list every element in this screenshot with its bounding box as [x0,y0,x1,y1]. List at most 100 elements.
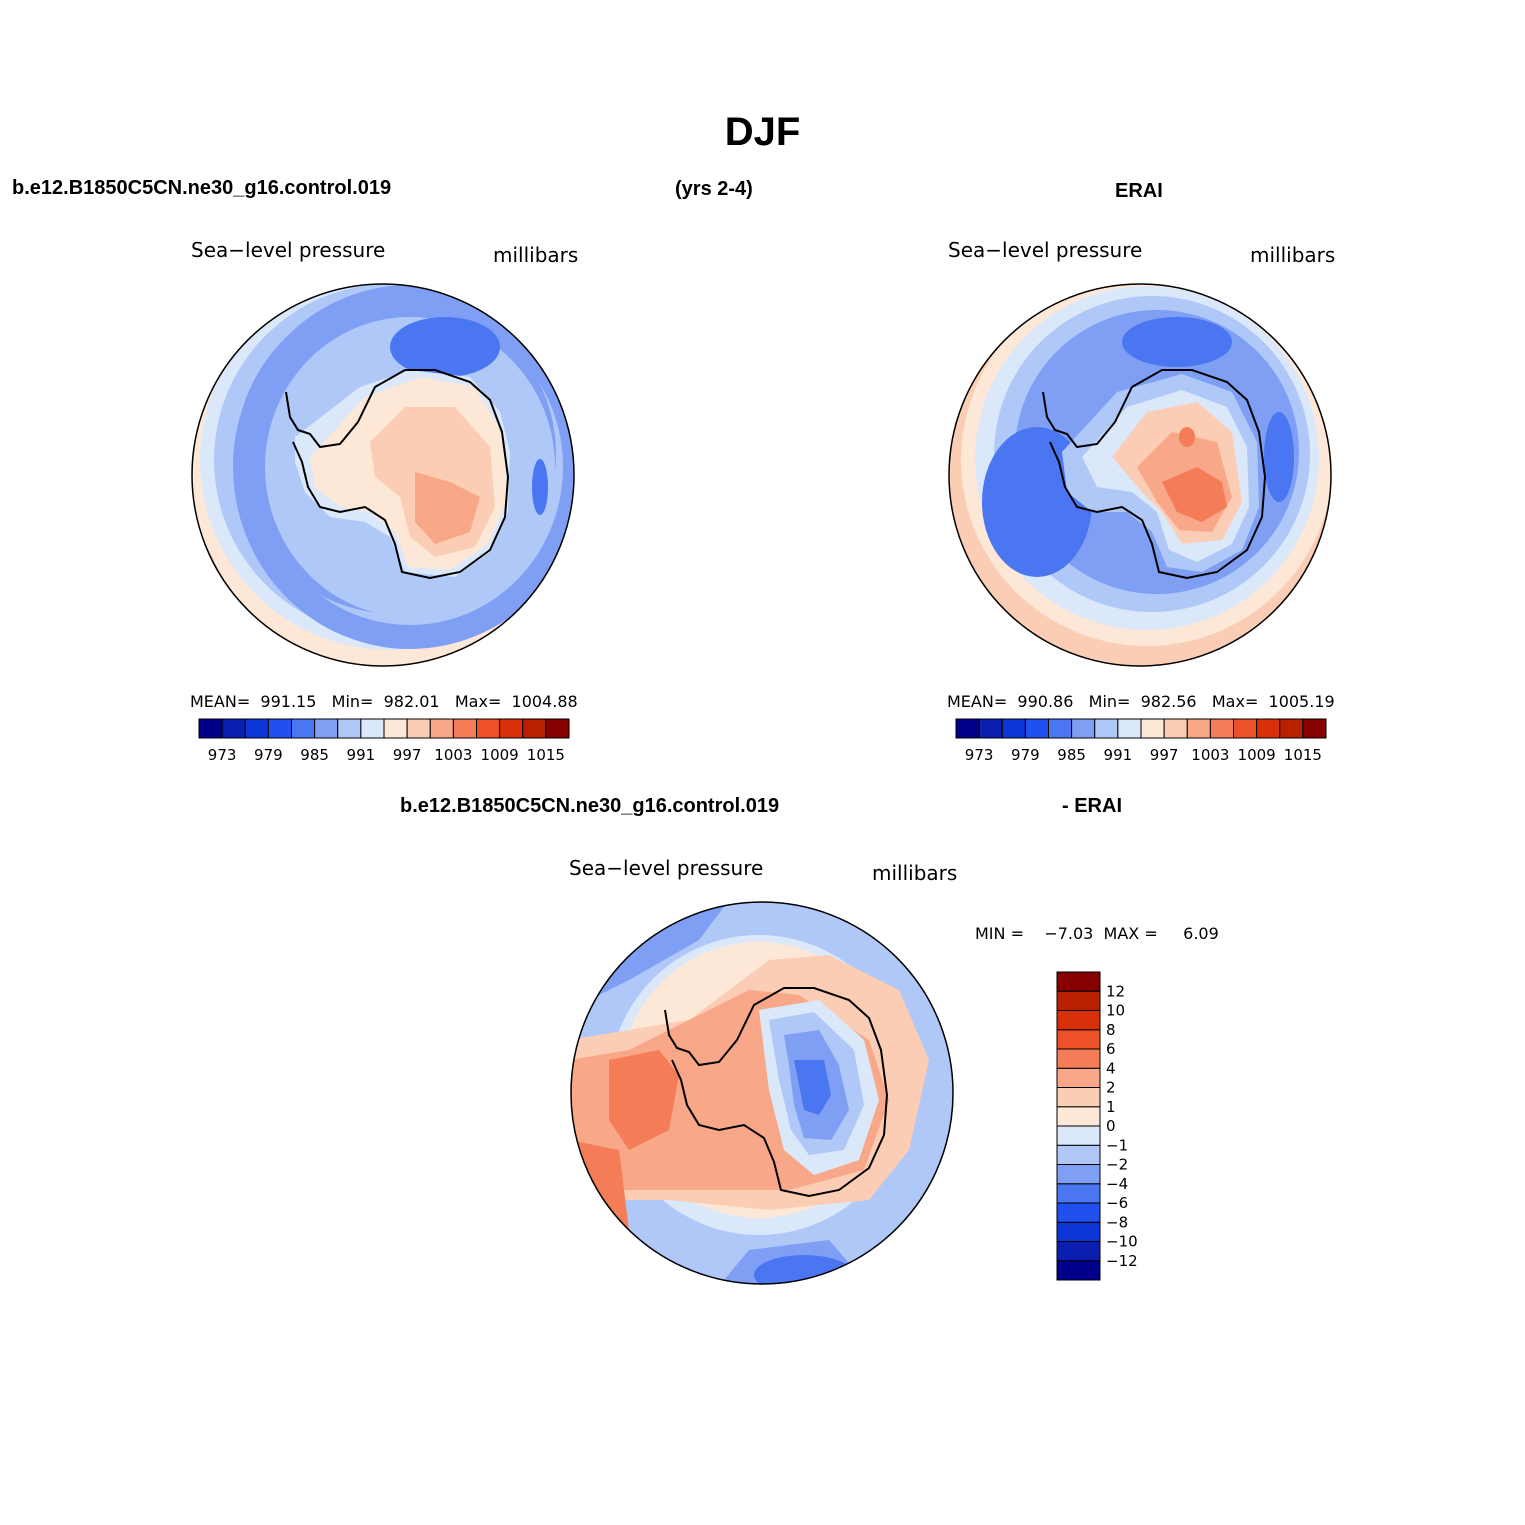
model-units-label: millibars [493,243,579,267]
diff-polar-map [570,901,954,1285]
obs-colorbar-swatch [1048,718,1073,739]
diff-colorbar-swatch [1056,1241,1101,1262]
obs-colorbar-swatch [1094,718,1119,739]
model-polar-map [191,283,575,667]
diff-colorbar-swatch [1056,1183,1101,1204]
model-colorbar-swatch [314,718,339,739]
model-colorbar-swatch [267,718,292,739]
diff-colorbar-swatch [1056,1260,1101,1281]
diff-colorbar-tick-label: 12 [1106,982,1125,1000]
model-colorbar-tick-label: 991 [347,746,376,764]
diff-colorbar-swatch [1056,971,1101,992]
diff-colorbar-tick-label: 1 [1106,1098,1116,1116]
obs-colorbar-swatch [1071,718,1096,739]
diff-colorbar-swatch [1056,1067,1101,1088]
obs-polar-map [948,283,1332,667]
model-colorbar-tick-label: 1003 [434,746,472,764]
diff-colorbar-tick-label: 2 [1106,1079,1116,1097]
figure-title: DJF [724,110,801,154]
diff-colorbar-swatch [1056,1106,1101,1127]
model-colorbar-tick-label: 1009 [481,746,519,764]
obs-variable-label: Sea−level pressure [948,238,1143,262]
obs-colorbar-swatch [1256,718,1281,739]
model-colorbar-swatch [337,718,362,739]
model-colorbar-tick-label: 973 [208,746,237,764]
obs-colorbar-tick-label: 991 [1104,746,1133,764]
diff-colorbar-tick-label: −10 [1106,1233,1138,1251]
model-colorbar-tick-label: 979 [254,746,283,764]
obs-colorbar-swatch [978,718,1003,739]
diff-colorbar-swatch [1056,1048,1101,1069]
model-colorbar-tick-label: 1015 [527,746,565,764]
diff-colorbar-tick-label: −2 [1106,1156,1128,1174]
case-name: b.e12.B1850C5CN.ne30_g16.control.019 [12,177,392,199]
diff-stats: MIN = −7.03 MAX = 6.09 [975,924,1219,943]
obs-colorbar-swatch [1209,718,1234,739]
diff-colorbar-tick-label: −1 [1106,1136,1128,1154]
obs-colorbar-tick-label: 1003 [1191,746,1229,764]
diff-colorbar-swatch [1056,1164,1101,1185]
diff-units-label: millibars [872,861,958,885]
obs-units-label: millibars [1250,243,1336,267]
model-colorbar-swatch [429,718,454,739]
obs-colorbar-swatch [1279,718,1304,739]
model-colorbar-tick-label: 997 [393,746,422,764]
diff-colorbar-tick-label: 4 [1106,1059,1116,1077]
obs-colorbar-tick-label: 1015 [1284,746,1322,764]
diff-colorbar-tick-label: −4 [1106,1175,1128,1193]
diff-obs-name: - ERAI [1062,795,1122,817]
model-colorbar-swatch [360,718,385,739]
diff-colorbar-tick-label: 10 [1106,1002,1125,1020]
obs-colorbar-tick-label: 979 [1011,746,1040,764]
model-colorbar-swatch [198,718,223,739]
diff-colorbar-swatch [1056,1087,1101,1108]
diff-colorbar-swatch [1056,1125,1101,1146]
model-colorbar-swatch [244,718,269,739]
obs-colorbar-swatch [1186,718,1211,739]
obs-colorbar-swatch [1140,718,1165,739]
obs-colorbar-tick-label: 997 [1150,746,1179,764]
diff-colorbar-swatch [1056,1029,1101,1050]
diff-colorbar-tick-label: −8 [1106,1213,1128,1231]
obs-colorbar-tick-label: 985 [1057,746,1086,764]
diff-case-name: b.e12.B1850C5CN.ne30_g16.control.019 [400,795,780,817]
model-colorbar: 973 979 985 991 997 1003 1009 1015 [198,718,570,764]
model-colorbar-swatch [545,718,570,739]
obs-colorbar-swatch [955,718,980,739]
model-colorbar-swatch [406,718,431,739]
model-colorbar-swatch [383,718,408,739]
model-colorbar-swatch [499,718,524,739]
obs-colorbar-swatch [1233,718,1258,739]
model-colorbar-swatch [452,718,477,739]
obs-colorbar-swatch [1302,718,1327,739]
model-colorbar-tick-label: 985 [300,746,329,764]
diff-colorbar-swatch [1056,1221,1101,1242]
obs-colorbar: 973 979 985 991 997 1003 1009 1015 [955,718,1327,764]
diff-colorbar-tick-label: −6 [1106,1194,1128,1212]
diff-colorbar-swatch [1056,1144,1101,1165]
obs-colorbar-swatch [1001,718,1026,739]
model-colorbar-swatch [476,718,501,739]
obs-colorbar-tick-label: 1009 [1238,746,1276,764]
obs-stats: MEAN= 990.86 Min= 982.56 Max= 1005.19 [947,692,1335,711]
model-colorbar-swatch [522,718,547,739]
years-label: (yrs 2-4) [675,178,753,200]
diff-colorbar-swatch [1056,990,1101,1011]
obs-colorbar-swatch [1024,718,1049,739]
diff-colorbar-swatch [1056,1010,1101,1031]
diff-variable-label: Sea−level pressure [569,856,764,880]
diff-colorbar-swatch [1056,1202,1101,1223]
obs-colorbar-swatch [1117,718,1142,739]
diff-colorbar-tick-label: 6 [1106,1040,1116,1058]
diff-colorbar-tick-label: 0 [1106,1117,1116,1135]
diff-colorbar-tick-label: −12 [1106,1252,1138,1270]
diff-colorbar-tick-label: 8 [1106,1021,1116,1039]
model-variable-label: Sea−level pressure [191,238,386,262]
obs-colorbar-tick-label: 973 [965,746,994,764]
obs-colorbar-swatch [1163,718,1188,739]
model-colorbar-swatch [291,718,316,739]
obs-name: ERAI [1115,180,1163,202]
model-colorbar-swatch [221,718,246,739]
model-stats: MEAN= 991.15 Min= 982.01 Max= 1004.88 [190,692,578,711]
